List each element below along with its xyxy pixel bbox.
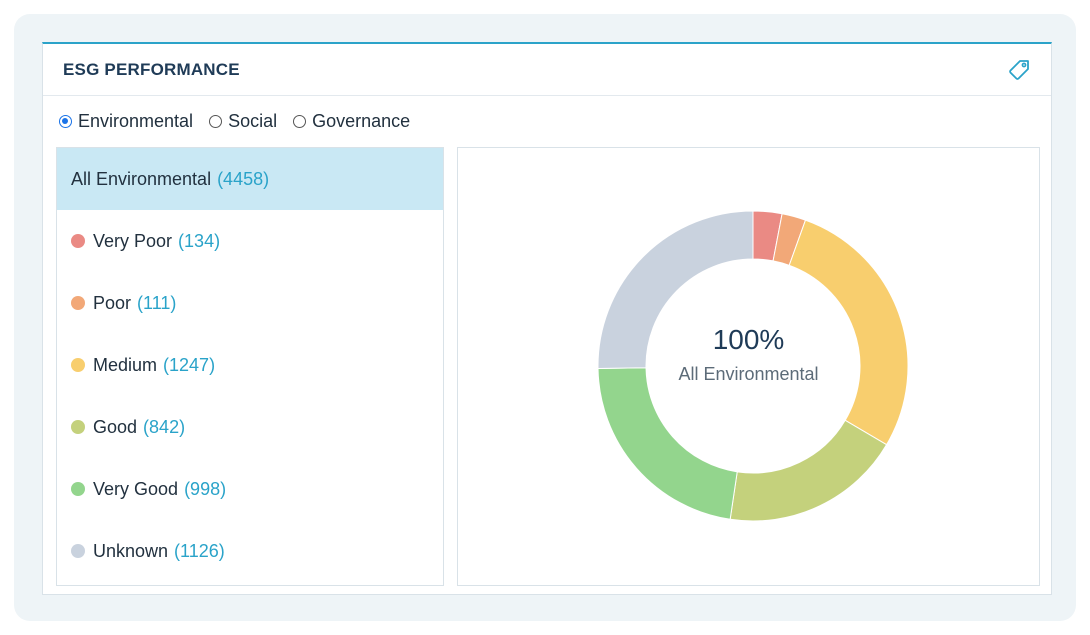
- list-item-label: Very Poor: [93, 230, 173, 251]
- radio-label: Governance: [312, 110, 411, 131]
- legend-swatch: [71, 482, 85, 496]
- list-item-unknown[interactable]: Unknown (1126): [57, 520, 443, 582]
- radio-governance[interactable]: Governance: [293, 111, 410, 132]
- panel-title: ESG PERFORMANCE: [63, 59, 240, 79]
- list-item-count: (111): [137, 292, 177, 313]
- list-item-count: (998): [184, 478, 227, 499]
- radio-dot[interactable]: [209, 114, 223, 128]
- list-item-count: (1126): [174, 540, 225, 561]
- list-item-label: Very Good: [93, 478, 179, 499]
- list-item-label: Poor: [93, 292, 132, 313]
- radio-dot[interactable]: [59, 114, 72, 128]
- donut-chart-area: 100% All Environmental: [457, 147, 1040, 586]
- list-item-poor[interactable]: Poor (111): [57, 272, 443, 334]
- list-item-count: (134): [178, 230, 221, 251]
- legend-swatch: [71, 420, 85, 434]
- list-item-very-good[interactable]: Very Good (998): [57, 458, 443, 520]
- legend-swatch: [71, 296, 85, 310]
- rating-list: All Environmental (4458) Very Poor (134)…: [56, 147, 444, 586]
- list-item-label: All Environmental: [71, 168, 212, 189]
- legend-swatch: [71, 234, 85, 248]
- list-item-medium[interactable]: Medium (1247): [57, 334, 443, 396]
- list-item-all-environmental[interactable]: All Environmental (4458): [57, 148, 443, 210]
- tag-icon[interactable]: [1007, 58, 1031, 82]
- list-item-very-poor[interactable]: Very Poor (134): [57, 210, 443, 272]
- esg-performance-panel: ESG PERFORMANCE Environmental Social Gov…: [42, 42, 1052, 595]
- legend-swatch: [71, 544, 85, 558]
- donut-center-label: All Environmental: [678, 364, 819, 384]
- esg-category-radio-group: Environmental Social Governance: [43, 96, 1051, 146]
- donut-slice-very-good[interactable]: [597, 367, 738, 520]
- donut-slice-medium[interactable]: [788, 219, 909, 446]
- list-item-label: Good: [93, 416, 138, 437]
- list-item-label: Medium: [93, 354, 158, 375]
- radio-label: Social: [228, 110, 278, 131]
- card-container: ESG PERFORMANCE Environmental Social Gov…: [14, 14, 1076, 621]
- list-item-count: (1247): [163, 354, 216, 375]
- donut-center-value: 100%: [712, 324, 785, 355]
- list-item-label: Unknown: [93, 540, 169, 561]
- list-item-good[interactable]: Good (842): [57, 396, 443, 458]
- donut-chart: [597, 210, 909, 522]
- radio-environmental[interactable]: Environmental: [59, 111, 193, 132]
- radio-dot[interactable]: [293, 114, 307, 128]
- radio-social[interactable]: Social: [209, 111, 277, 132]
- list-item-count: (4458): [217, 168, 270, 189]
- panel-header: ESG PERFORMANCE: [43, 44, 1051, 96]
- donut-slice-good[interactable]: [729, 419, 888, 522]
- list-item-count: (842): [143, 416, 186, 437]
- legend-swatch: [71, 358, 85, 372]
- radio-label: Environmental: [78, 110, 194, 131]
- donut-slice-unknown[interactable]: [597, 210, 754, 370]
